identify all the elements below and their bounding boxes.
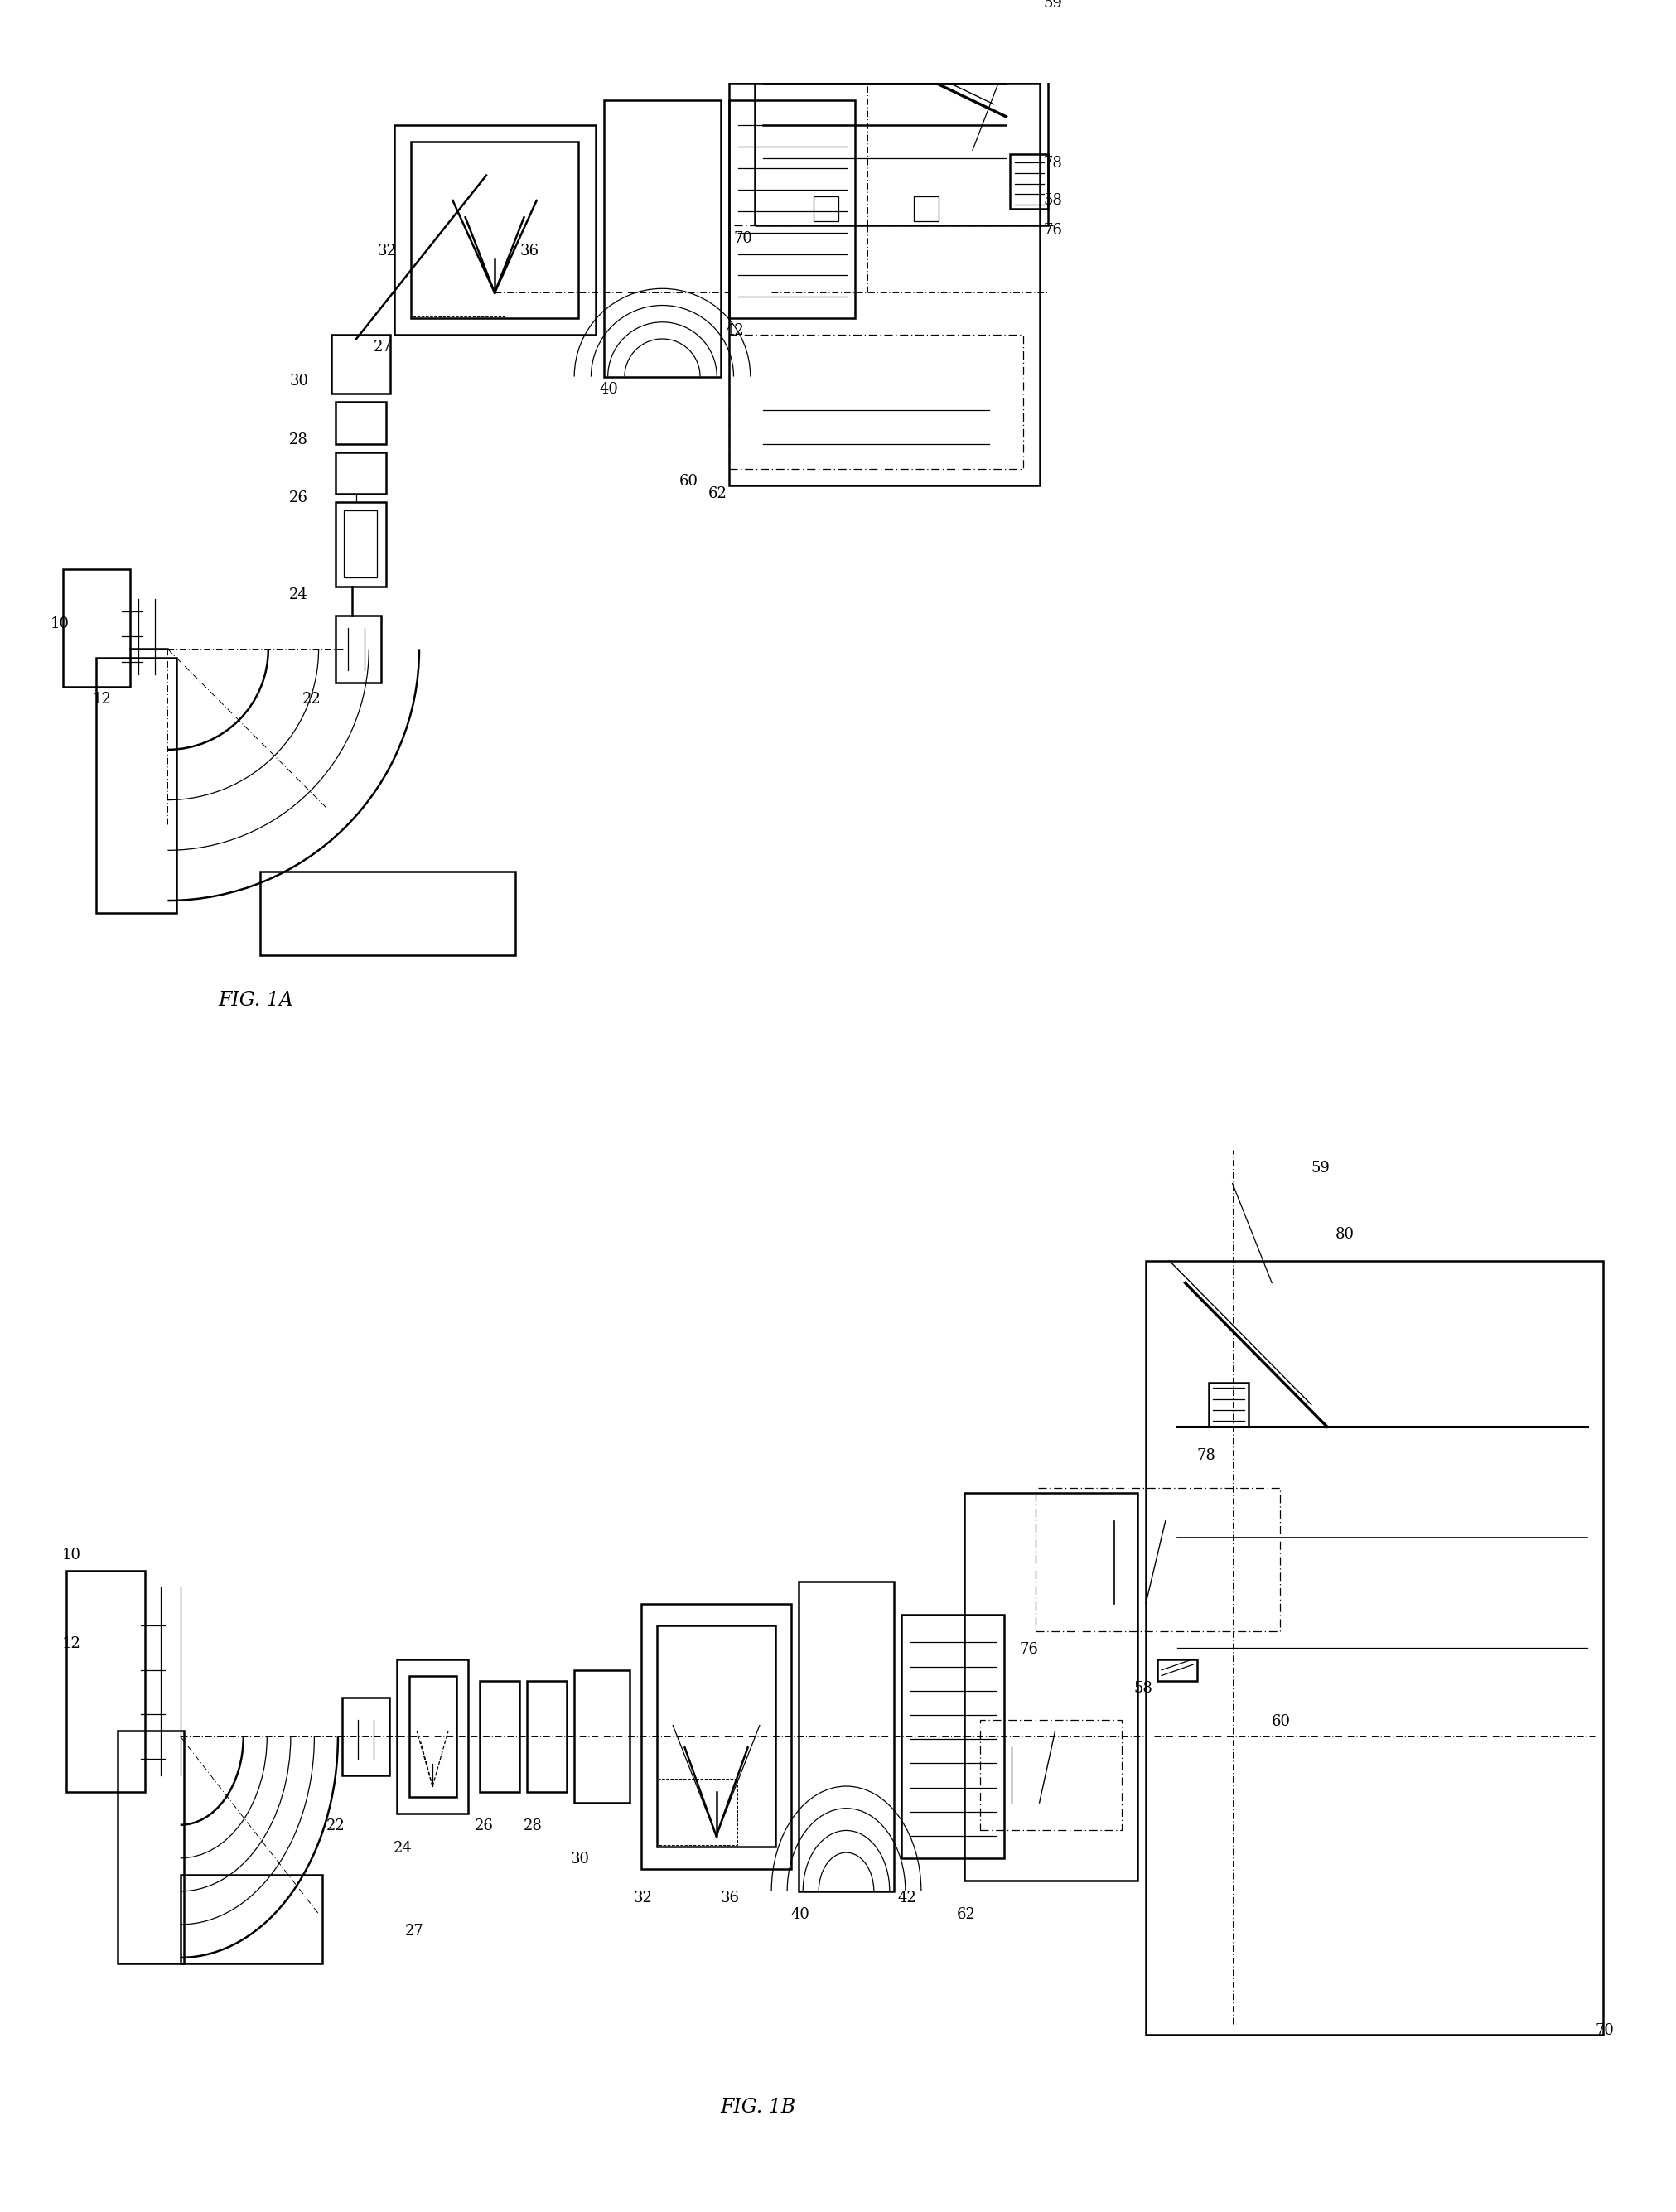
Bar xyxy=(65,1571,144,1792)
Bar xyxy=(411,142,578,319)
Bar xyxy=(335,502,385,586)
Bar xyxy=(260,872,516,956)
Text: 12: 12 xyxy=(62,1637,80,1650)
Text: 32: 32 xyxy=(377,243,396,259)
Text: 42: 42 xyxy=(897,1891,915,1905)
Text: 36: 36 xyxy=(721,1891,739,1905)
Text: 60: 60 xyxy=(679,473,697,489)
Text: 36: 36 xyxy=(520,243,538,259)
Bar xyxy=(394,126,595,334)
Bar xyxy=(526,1681,566,1792)
Text: 26: 26 xyxy=(288,491,308,507)
Bar xyxy=(659,1778,737,1845)
Text: 70: 70 xyxy=(734,230,753,246)
Text: 40: 40 xyxy=(600,383,618,396)
Bar xyxy=(1009,155,1048,208)
Text: 70: 70 xyxy=(1594,2024,1614,2037)
Text: 78: 78 xyxy=(1042,155,1063,170)
Bar xyxy=(335,451,385,493)
Text: 60: 60 xyxy=(1270,1714,1291,1728)
Bar xyxy=(603,100,721,376)
Text: 30: 30 xyxy=(288,374,308,389)
Text: 59: 59 xyxy=(1311,1161,1329,1175)
Text: 76: 76 xyxy=(1019,1641,1037,1657)
Bar xyxy=(729,100,855,319)
Text: 27: 27 xyxy=(404,1924,424,1938)
Text: 28: 28 xyxy=(523,1818,541,1834)
Bar xyxy=(575,1670,628,1803)
Bar xyxy=(799,1582,893,1891)
Text: 40: 40 xyxy=(791,1907,810,1922)
Text: 10: 10 xyxy=(50,617,69,630)
Bar xyxy=(335,403,385,445)
Bar xyxy=(397,1659,468,1814)
Text: 22: 22 xyxy=(325,1818,345,1834)
Text: 76: 76 xyxy=(1042,223,1063,237)
Bar xyxy=(902,1615,1004,1858)
Bar xyxy=(729,84,1039,487)
Bar xyxy=(657,1626,774,1847)
Bar xyxy=(640,1604,791,1869)
Text: 24: 24 xyxy=(288,586,308,602)
Bar xyxy=(913,197,939,221)
Bar xyxy=(409,1677,456,1796)
Text: 12: 12 xyxy=(92,692,111,708)
Bar xyxy=(181,1874,322,1964)
Bar xyxy=(335,615,382,684)
Bar xyxy=(980,1721,1121,1832)
Text: 59: 59 xyxy=(1042,0,1063,11)
Bar xyxy=(964,1493,1138,1880)
Text: 26: 26 xyxy=(474,1818,493,1834)
Text: 10: 10 xyxy=(62,1548,80,1562)
Bar xyxy=(117,1730,184,1964)
Bar xyxy=(754,0,1048,226)
Text: 30: 30 xyxy=(570,1851,590,1867)
Bar xyxy=(479,1681,520,1792)
Text: 62: 62 xyxy=(955,1907,975,1922)
Bar xyxy=(342,1699,389,1774)
Text: FIG. 1B: FIG. 1B xyxy=(721,2097,796,2117)
Bar xyxy=(97,657,176,914)
Text: 62: 62 xyxy=(707,487,727,502)
Bar xyxy=(64,568,131,686)
Text: 58: 58 xyxy=(1133,1681,1153,1694)
Bar xyxy=(1145,1261,1602,2035)
Text: 28: 28 xyxy=(288,431,308,447)
Text: 80: 80 xyxy=(1334,1228,1353,1241)
Bar xyxy=(1036,1486,1279,1630)
Bar xyxy=(344,511,377,577)
Bar xyxy=(412,257,504,316)
Text: 58: 58 xyxy=(1042,192,1063,208)
Text: 24: 24 xyxy=(392,1840,412,1856)
Text: 22: 22 xyxy=(302,692,320,708)
Text: FIG. 1A: FIG. 1A xyxy=(218,991,293,1009)
Text: 27: 27 xyxy=(372,341,392,354)
Text: 42: 42 xyxy=(726,323,744,338)
Bar xyxy=(813,197,838,221)
Bar xyxy=(729,334,1022,469)
Text: 78: 78 xyxy=(1197,1449,1215,1462)
Text: 32: 32 xyxy=(634,1891,652,1905)
Bar xyxy=(332,334,389,394)
Bar xyxy=(1208,1382,1247,1427)
